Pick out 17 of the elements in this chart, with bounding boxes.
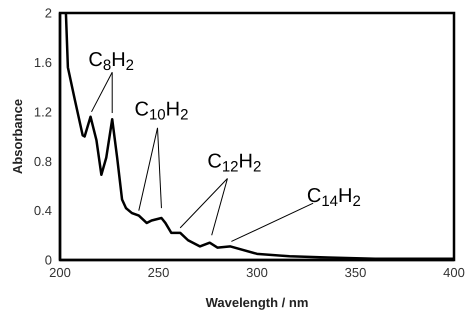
x-tick-label: 400 [443,265,465,280]
y-tick-label: 1.6 [34,55,52,70]
y-tick-label: 0.4 [34,203,52,218]
annotation: C$_{10}$H$_{2}$ [134,98,188,124]
annotation: C$_{8}$H$_{2}$ [88,49,134,74]
y-tick-label: 0 [44,252,52,268]
annotation: C$_{12}$H$_{2}$ [207,150,262,176]
y-tick-label: 0.8 [34,154,52,169]
y-tick-label: 1.2 [34,104,52,120]
y-tick-label: 2 [44,6,52,21]
x-tick-label: 200 [49,265,71,280]
annotation: C$_{14}$H$_{2}$ [306,184,361,210]
y-axis-title: Absorbance [10,98,25,174]
x-tick-label: 250 [148,265,170,280]
x-tick-label: 300 [246,265,268,280]
x-tick-label: 350 [344,265,366,280]
x-axis-title: Wavelength / nm [206,295,308,310]
